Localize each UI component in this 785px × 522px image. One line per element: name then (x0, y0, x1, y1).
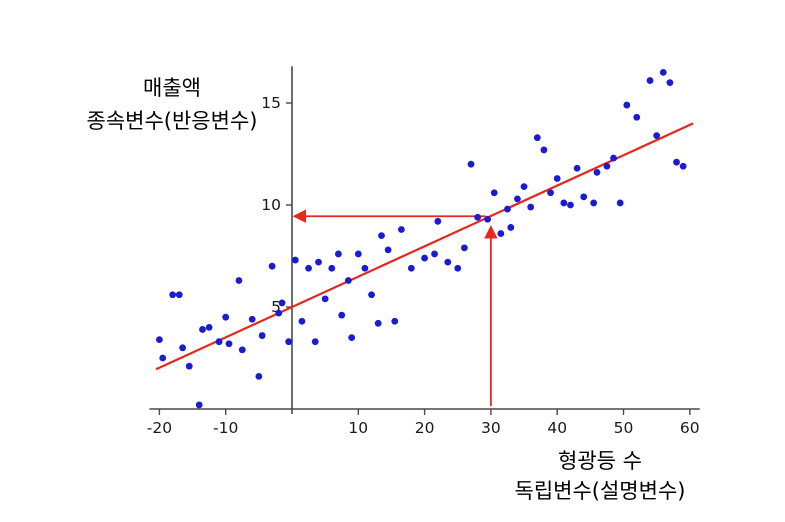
x-axis-label-line1: 형광등 수 (558, 449, 642, 473)
x-tick-label: -10 (213, 419, 238, 437)
regression-line (155, 122, 694, 371)
x-tick-label: 60 (680, 419, 700, 437)
x-tick-label: 20 (415, 419, 435, 437)
y-tick-label: 10 (261, 196, 281, 214)
y-tick-label: 5 (271, 298, 281, 316)
x-axis-label: 형광등 수 독립변수(설명변수) (472, 446, 728, 507)
x-tick-label: 50 (614, 419, 634, 437)
x-tick-label: 30 (481, 419, 501, 437)
data-points (156, 69, 687, 409)
x-tick-label: 10 (348, 419, 368, 437)
x-tick-label: -20 (147, 419, 172, 437)
axes: -20 -10 10 20 30 40 50 60 5 10 15 (147, 66, 700, 437)
y-axis-label-line2: 종속변수(반응변수) (86, 108, 258, 133)
x-axis-label-line2: 독립변수(설명변수) (514, 479, 686, 504)
y-axis-label-line1: 매출액 (143, 76, 201, 100)
x-tick-label: 40 (547, 419, 567, 437)
y-tick-label: 15 (261, 94, 281, 112)
y-axis-label: 매출액 종속변수(반응변수) (48, 72, 296, 137)
annotation-arrows (292, 209, 498, 406)
